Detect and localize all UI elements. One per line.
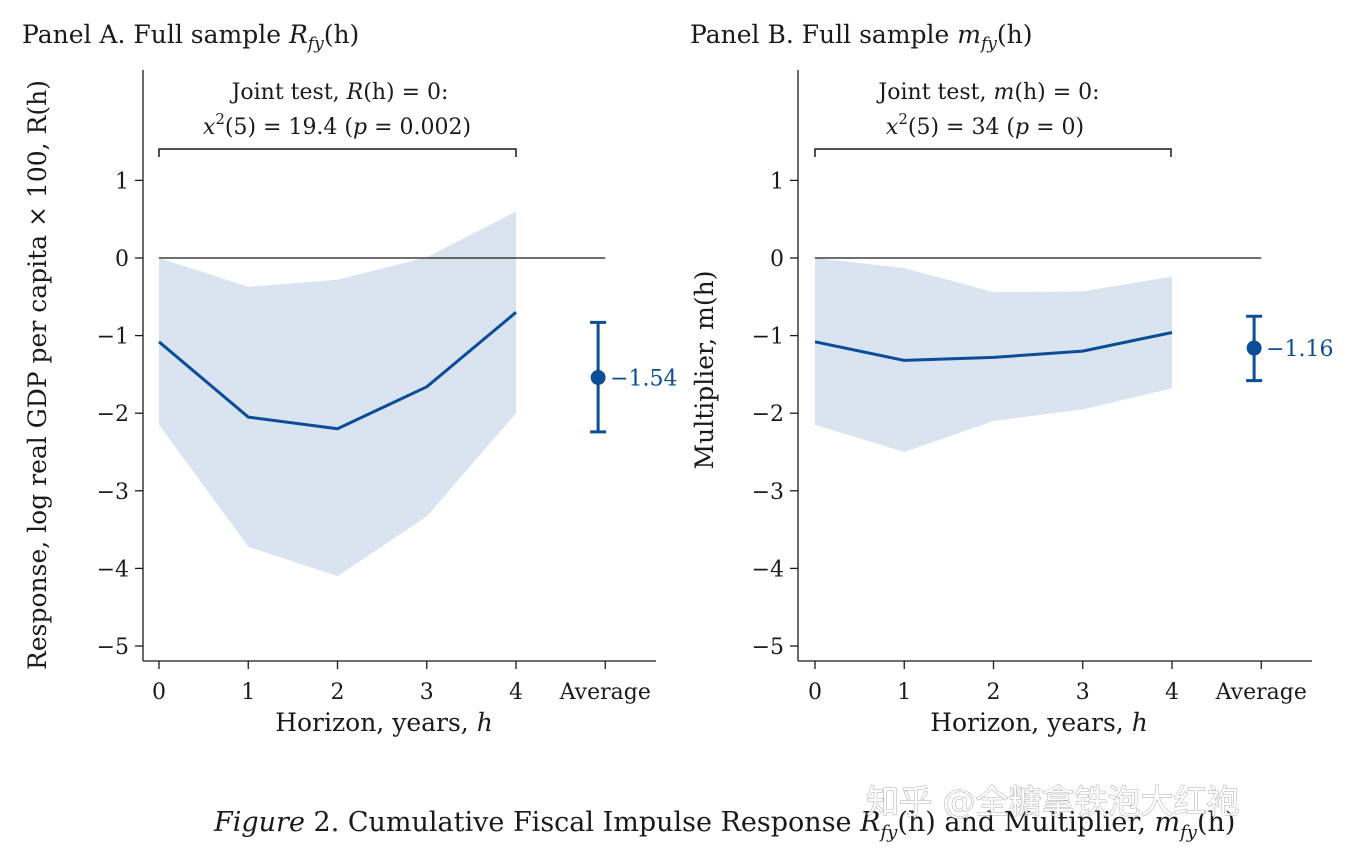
panel-b-x-tick-label: Average (1215, 680, 1307, 705)
panel-a-joint-test-line2: x2(5) = 19.4 (p = 0.002) (203, 110, 471, 140)
panel-b-joint-test-line1: Joint test, m(h) = 0: (876, 80, 1099, 105)
panel-b-estimate-line (814, 331, 1173, 362)
panel-b-average-label: −1.16 (1266, 337, 1333, 362)
panel-a-y-axis-label: Response, log real GDP per capita × 100,… (23, 80, 52, 670)
panel-b-y-tick-label: −3 (752, 480, 784, 505)
panel-b-y-tick-label: −1 (752, 325, 784, 350)
panel-a-joint-test-line1: Joint test, R(h) = 0: (230, 80, 449, 105)
panel-b-y-tick-label: 1 (770, 169, 784, 194)
panel-a: Panel A. Full sample Rfy(h) 1 0 −1 −2 −3 −4 −5… (22, 20, 678, 737)
panel-b-confidence-band (815, 258, 1172, 452)
watermark: 知乎 @全糖拿铁泡大红袍 (866, 782, 1240, 821)
panel-b: Panel B. Full sample mfy(h) 1 0 −1 −2 −3 −4 −5… (690, 20, 1334, 737)
panel-a-x-tick-label: Average (559, 680, 651, 705)
panel-a-y-tick-label: −5 (97, 635, 129, 660)
panel-a-title: Panel A. Full sample Rfy(h) (22, 20, 359, 54)
panel-b-joint-test-line2: x2(5) = 34 (p = 0) (886, 110, 1084, 140)
figure-caption: Figure 2. Cumulative Fiscal Impulse Resp… (213, 807, 1235, 843)
panel-b-x-axis-label: Horizon, years, h (930, 708, 1148, 737)
panel-b-x-tick-label: 4 (1165, 680, 1179, 705)
panel-a-x-tick-label: 2 (331, 680, 345, 705)
panel-a-x-tick-label: 4 (509, 680, 523, 705)
panel-b-title: Panel B. Full sample mfy(h) (690, 20, 1033, 54)
panel-a-x-tick-label: 0 (152, 680, 166, 705)
panel-a-average-point (590, 370, 606, 386)
panel-a-joint-test-bracket (158, 148, 517, 157)
panel-a-x-tick-label: 1 (241, 680, 255, 705)
panel-b-average-point (1246, 340, 1262, 356)
panel-a-y-tick-label: −4 (97, 557, 129, 582)
panel-a-plot-area: 1 0 −1 −2 −3 −4 −5 0 1 2 3 4 Average −1.54 (97, 70, 678, 705)
panel-b-y-tick-label: 0 (770, 247, 784, 272)
panel-a-y-tick-label: 1 (115, 169, 129, 194)
panel-a-average-label: −1.54 (610, 367, 677, 392)
panel-b-x-tick-label: 1 (897, 680, 911, 705)
panel-a-estimate-line (158, 311, 517, 431)
panel-b-joint-test-bracket (814, 148, 1172, 157)
panel-b-y-axis-label: Multiplier, m(h) (690, 271, 719, 470)
panel-a-y-tick-label: −3 (97, 480, 129, 505)
panel-a-x-tick-label: 3 (420, 680, 434, 705)
panel-b-x-tick-label: 2 (987, 680, 1001, 705)
panel-a-confidence-band (159, 211, 516, 577)
panel-b-x-tick-label: 3 (1076, 680, 1090, 705)
panel-a-x-axis-label: Horizon, years, h (275, 708, 493, 737)
panel-b-y-tick-label: −2 (752, 402, 784, 427)
panel-a-y-tick-label: −1 (97, 325, 129, 350)
panel-a-y-tick-label: −2 (97, 402, 129, 427)
panel-b-x-tick-label: 0 (808, 680, 822, 705)
panel-b-y-tick-label: −5 (752, 635, 784, 660)
panel-b-y-tick-label: −4 (752, 557, 784, 582)
panel-b-plot-area: 1 0 −1 −2 −3 −4 −5 0 1 2 3 4 Average −1.16 (752, 70, 1334, 705)
panel-a-y-tick-label: 0 (115, 247, 129, 272)
